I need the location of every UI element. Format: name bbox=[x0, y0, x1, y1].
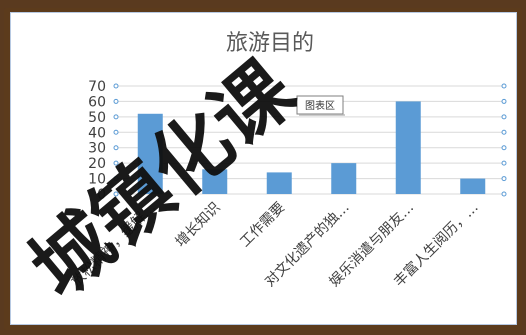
y-tick-label: 50 bbox=[88, 110, 106, 126]
bar[interactable] bbox=[460, 178, 486, 194]
left-handle[interactable] bbox=[113, 145, 119, 151]
left-handle[interactable] bbox=[113, 160, 119, 166]
y-tick-label: 30 bbox=[88, 141, 106, 157]
right-handle[interactable] bbox=[501, 83, 507, 89]
x-tick-label: 工作需要 bbox=[237, 200, 288, 251]
right-handle[interactable] bbox=[501, 114, 507, 120]
selection-handles[interactable] bbox=[113, 83, 507, 197]
left-handle[interactable] bbox=[113, 129, 119, 135]
y-tick-label: 10 bbox=[88, 172, 106, 188]
bars[interactable] bbox=[137, 101, 486, 194]
chart-title: 旅游目的 bbox=[226, 31, 314, 56]
y-tick-label: 0 bbox=[97, 187, 106, 203]
y-tick-label: 70 bbox=[88, 79, 106, 95]
bar[interactable] bbox=[395, 101, 421, 194]
right-handle[interactable] bbox=[501, 145, 507, 151]
right-handle[interactable] bbox=[501, 176, 507, 182]
y-tick-label: 60 bbox=[88, 94, 106, 110]
y-tick-label: 40 bbox=[88, 125, 106, 141]
right-handle[interactable] bbox=[501, 129, 507, 135]
left-handle[interactable] bbox=[113, 83, 119, 89]
bar[interactable] bbox=[137, 113, 163, 194]
right-handle[interactable] bbox=[501, 191, 507, 197]
right-handle[interactable] bbox=[501, 98, 507, 104]
left-handle[interactable] bbox=[113, 191, 119, 197]
left-handle[interactable] bbox=[113, 114, 119, 120]
left-handle[interactable] bbox=[113, 98, 119, 104]
chart-area-tooltip-label: 图表区 bbox=[305, 99, 335, 112]
bar[interactable] bbox=[266, 172, 292, 194]
left-handle[interactable] bbox=[113, 176, 119, 182]
chart-area[interactable] bbox=[10, 12, 517, 325]
y-tick-label: 20 bbox=[88, 156, 106, 172]
chart-area-tooltip: 图表区 bbox=[296, 95, 345, 116]
right-handle[interactable] bbox=[501, 160, 507, 166]
bar[interactable] bbox=[331, 163, 357, 194]
bar[interactable] bbox=[202, 169, 228, 194]
